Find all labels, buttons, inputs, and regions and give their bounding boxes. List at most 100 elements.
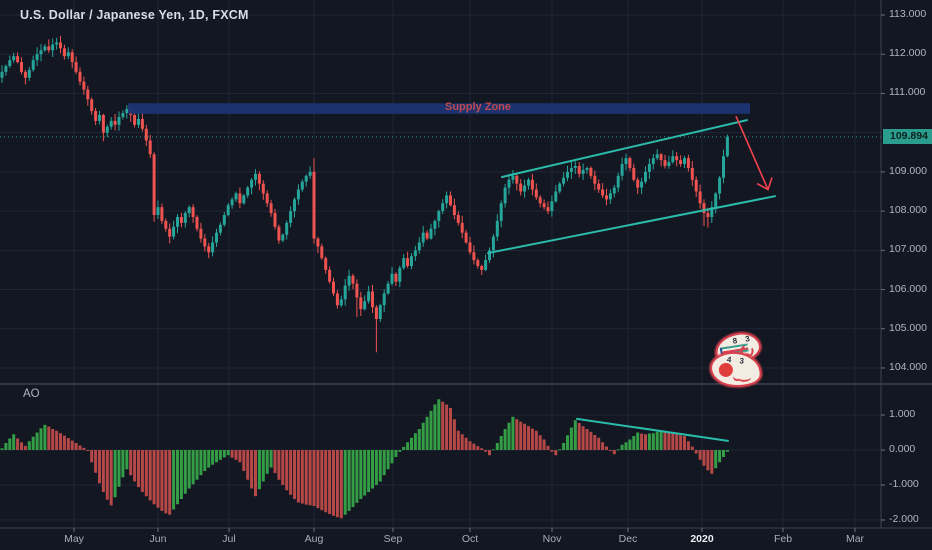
candle-body bbox=[722, 156, 725, 178]
candle-body bbox=[378, 305, 382, 319]
ao-bar bbox=[293, 450, 296, 499]
ao-bar bbox=[269, 450, 273, 468]
candle-body bbox=[554, 191, 558, 202]
ao-bar bbox=[359, 450, 363, 499]
ao-bar bbox=[628, 439, 632, 450]
ao-bar bbox=[651, 433, 655, 450]
ao-bar bbox=[472, 443, 476, 450]
candle-body bbox=[616, 175, 620, 188]
ao-bar bbox=[503, 429, 507, 450]
supply-zone[interactable] bbox=[128, 103, 750, 114]
candle-body bbox=[398, 267, 402, 282]
candle-body bbox=[386, 283, 390, 294]
candle-body bbox=[429, 228, 433, 239]
candle-body bbox=[86, 89, 90, 100]
candle-body bbox=[90, 99, 94, 112]
candle-body bbox=[277, 226, 281, 241]
ao-bar bbox=[137, 450, 140, 488]
ao-bar bbox=[694, 450, 698, 454]
candle-body bbox=[632, 167, 636, 180]
candle-body bbox=[663, 160, 667, 166]
chart-title[interactable]: U.S. Dollar / Japanese Yen, 1D, FXCM bbox=[20, 8, 249, 22]
candle-body bbox=[503, 187, 507, 204]
candle-body bbox=[523, 185, 527, 192]
candle-body bbox=[265, 193, 269, 204]
ao-bar bbox=[355, 450, 359, 503]
ao-bar bbox=[507, 422, 511, 450]
ao-bar bbox=[261, 450, 265, 482]
candle-body bbox=[410, 256, 413, 267]
candle-body bbox=[4, 65, 8, 72]
candle-body bbox=[608, 193, 612, 200]
ao-bar bbox=[183, 450, 187, 494]
ao-axis-label: 1.000 bbox=[889, 408, 916, 420]
candle-body bbox=[8, 60, 12, 66]
ao-bar bbox=[402, 446, 406, 450]
ao-bar bbox=[94, 450, 98, 473]
ao-bar bbox=[671, 433, 675, 450]
ao-bar bbox=[312, 450, 316, 506]
ao-bar bbox=[324, 450, 328, 513]
ao-bar bbox=[686, 441, 690, 450]
candle-body bbox=[476, 260, 480, 267]
candle-body bbox=[82, 81, 86, 90]
price-axis-label: 113.000 bbox=[889, 8, 927, 20]
ao-bar bbox=[242, 450, 246, 471]
ao-bar bbox=[4, 443, 8, 450]
ao-trendline[interactable] bbox=[576, 417, 729, 442]
candle-body bbox=[359, 297, 363, 310]
ao-bar bbox=[199, 450, 203, 476]
ao-bar bbox=[257, 450, 261, 490]
ao-bar bbox=[702, 450, 706, 466]
candle-body bbox=[566, 171, 569, 178]
ao-bar bbox=[558, 449, 562, 451]
candle-body bbox=[133, 115, 137, 125]
ao-bar bbox=[663, 431, 667, 450]
supply-zone-label[interactable]: Supply Zone bbox=[445, 101, 511, 113]
candle-body bbox=[511, 175, 515, 180]
ao-bar bbox=[16, 438, 20, 450]
ao-bar bbox=[90, 450, 94, 463]
candle-body bbox=[320, 246, 324, 259]
ao-bar bbox=[542, 439, 546, 450]
candle-body bbox=[31, 60, 35, 70]
ao-bar bbox=[476, 446, 480, 450]
candle-body bbox=[39, 50, 43, 55]
ao-bar bbox=[378, 450, 382, 482]
ao-indicator-label[interactable]: AO bbox=[23, 388, 40, 400]
candle-body bbox=[250, 179, 254, 188]
ao-bar bbox=[152, 450, 156, 505]
ao-bar bbox=[70, 440, 74, 450]
candle-body bbox=[433, 220, 437, 229]
candle-body bbox=[406, 258, 410, 267]
ao-bar bbox=[125, 450, 129, 470]
price-axis-label: 108.000 bbox=[889, 204, 927, 217]
channel-upper-trendline[interactable] bbox=[501, 119, 748, 178]
candle-body bbox=[437, 211, 441, 221]
ao-bar bbox=[215, 450, 218, 463]
ao-bar bbox=[172, 450, 176, 510]
candle-body bbox=[550, 201, 554, 212]
price-axis-label: 106.000 bbox=[889, 282, 927, 295]
candle-body bbox=[242, 195, 246, 204]
ao-bar bbox=[246, 450, 250, 480]
candle-body bbox=[152, 154, 156, 216]
candle-body bbox=[558, 183, 562, 192]
time-axis-label: May bbox=[64, 533, 84, 545]
ao-bar bbox=[20, 442, 23, 450]
candle-body bbox=[195, 216, 199, 229]
projection-arrow-shaft[interactable] bbox=[735, 115, 769, 190]
ao-bar bbox=[410, 437, 413, 450]
candle-body bbox=[43, 46, 47, 51]
candle-body bbox=[117, 116, 121, 125]
candle-body bbox=[137, 118, 140, 125]
candle-body bbox=[675, 156, 679, 161]
ao-bar bbox=[27, 441, 31, 450]
candle-body bbox=[343, 285, 347, 300]
candle-body bbox=[425, 232, 429, 239]
candle-body bbox=[686, 158, 690, 168]
candle-body bbox=[316, 238, 320, 247]
channel-lower-trendline[interactable] bbox=[487, 195, 776, 255]
price-axis-label: 111.000 bbox=[889, 86, 926, 99]
